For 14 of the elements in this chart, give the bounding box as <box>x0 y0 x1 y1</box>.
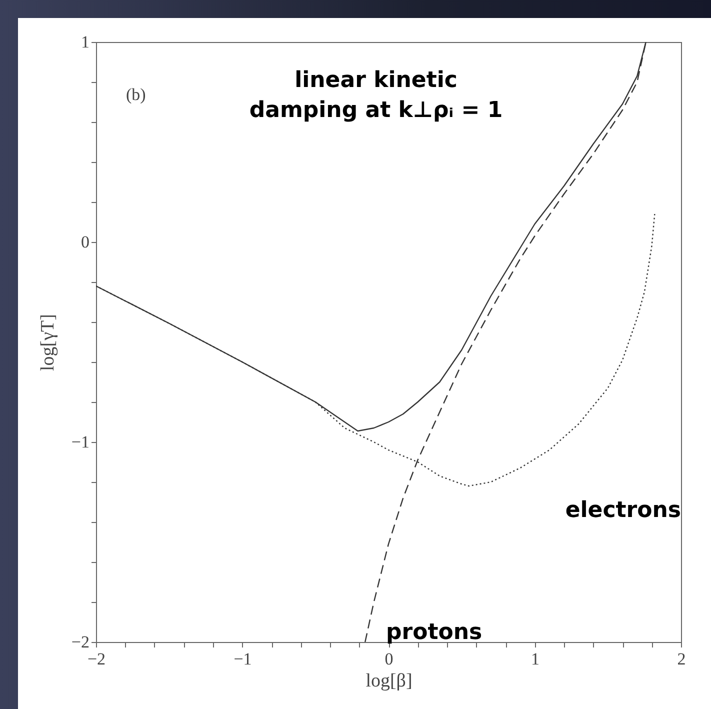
x-tick-label: 0 <box>384 650 394 668</box>
x-tick-label: 1 <box>531 650 540 668</box>
series-label: protons <box>386 620 482 645</box>
y-tick-label: −2 <box>71 632 90 652</box>
text: electrons <box>565 498 681 523</box>
y-tick-label: 0 <box>81 232 90 252</box>
y-tick-label: 1 <box>81 32 90 52</box>
y-axis-title: log[γT] <box>37 314 58 371</box>
x-axis-title: log[β] <box>366 670 412 692</box>
x-tick-label: 2 <box>677 650 686 668</box>
text: linear kinetic damping at k⊥ρᵢ = 1 <box>249 68 503 123</box>
y-tick-label: −1 <box>71 432 90 452</box>
annotation: (b) <box>126 85 146 104</box>
x-tick-label: −1 <box>234 650 252 668</box>
